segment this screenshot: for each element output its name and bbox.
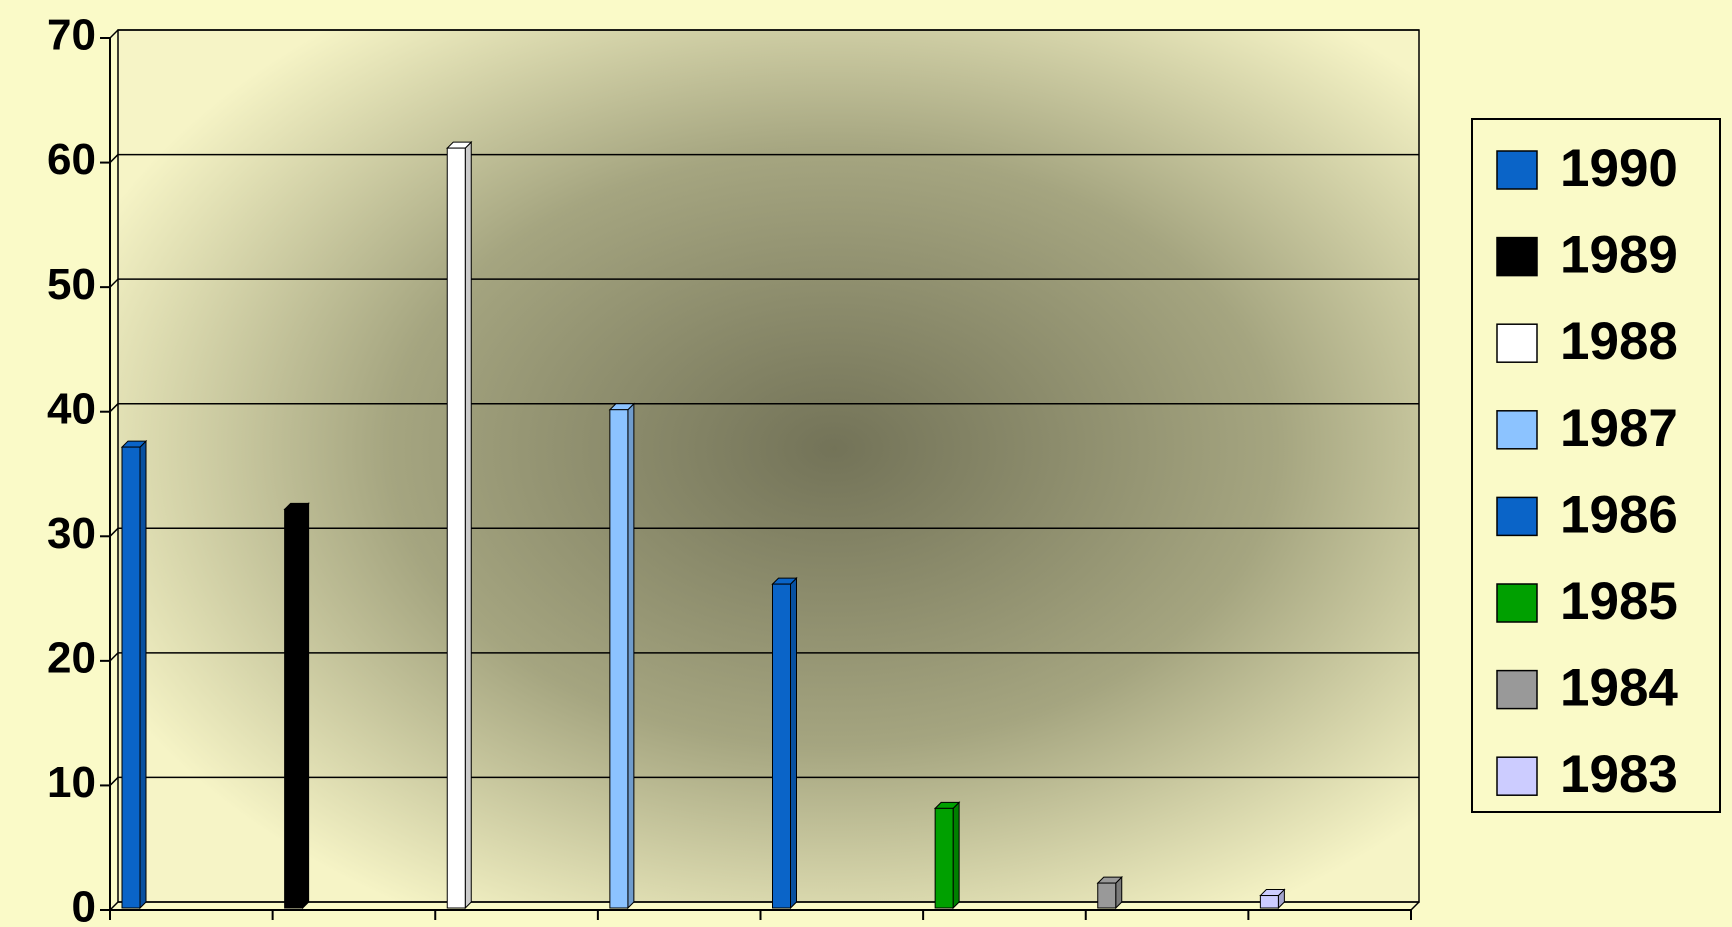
bar-side — [952, 801, 960, 910]
grid-line-side — [109, 278, 119, 288]
legend-swatch — [1496, 410, 1538, 450]
bar-side — [790, 576, 797, 910]
bar — [772, 583, 791, 909]
bar-side — [139, 439, 147, 910]
legend-label: 1987 — [1560, 399, 1678, 458]
grid-line-side — [109, 403, 119, 413]
y-tick-label: 50 — [47, 260, 96, 309]
legend-label: 1986 — [1560, 485, 1678, 544]
bar — [121, 446, 141, 909]
y-tick-label: 20 — [47, 633, 96, 682]
grid-line-side — [109, 901, 119, 911]
legend-swatch — [1496, 236, 1538, 277]
bar-side — [464, 140, 472, 910]
floor-edge — [1410, 901, 1420, 911]
bar-side — [627, 402, 635, 910]
bar — [1259, 895, 1279, 909]
y-tick-label: 40 — [47, 384, 96, 433]
bar — [446, 147, 466, 909]
y-tick-label: 30 — [47, 509, 96, 558]
legend-swatch — [1496, 583, 1538, 623]
legend-label: 1989 — [1560, 226, 1678, 285]
legend-label: 1990 — [1560, 139, 1678, 198]
legend-label: 1988 — [1560, 312, 1678, 371]
legend-swatch — [1496, 669, 1538, 710]
legend-swatch — [1496, 496, 1538, 537]
legend-swatch — [1496, 150, 1538, 190]
bar — [609, 409, 629, 909]
legend-label: 1985 — [1560, 572, 1678, 631]
y-tick-label: 60 — [47, 135, 96, 184]
y-tick-label: 10 — [47, 758, 96, 807]
bar-side — [302, 502, 310, 910]
bar — [284, 508, 304, 909]
grid-line-side — [109, 776, 119, 786]
grid-line-side — [109, 652, 119, 662]
y-tick-label: 0 — [72, 883, 96, 927]
grid-line-side — [109, 154, 119, 164]
plot-wall — [117, 29, 1420, 903]
grid-line-side — [109, 29, 119, 39]
legend-label: 1984 — [1560, 659, 1678, 718]
legend-swatch — [1496, 323, 1538, 363]
y-tick-label: 70 — [47, 11, 96, 60]
bar — [1097, 882, 1117, 909]
grid-line-side — [109, 527, 119, 537]
legend-label: 1983 — [1560, 745, 1678, 804]
bar — [934, 807, 954, 909]
legend-swatch — [1496, 756, 1538, 796]
